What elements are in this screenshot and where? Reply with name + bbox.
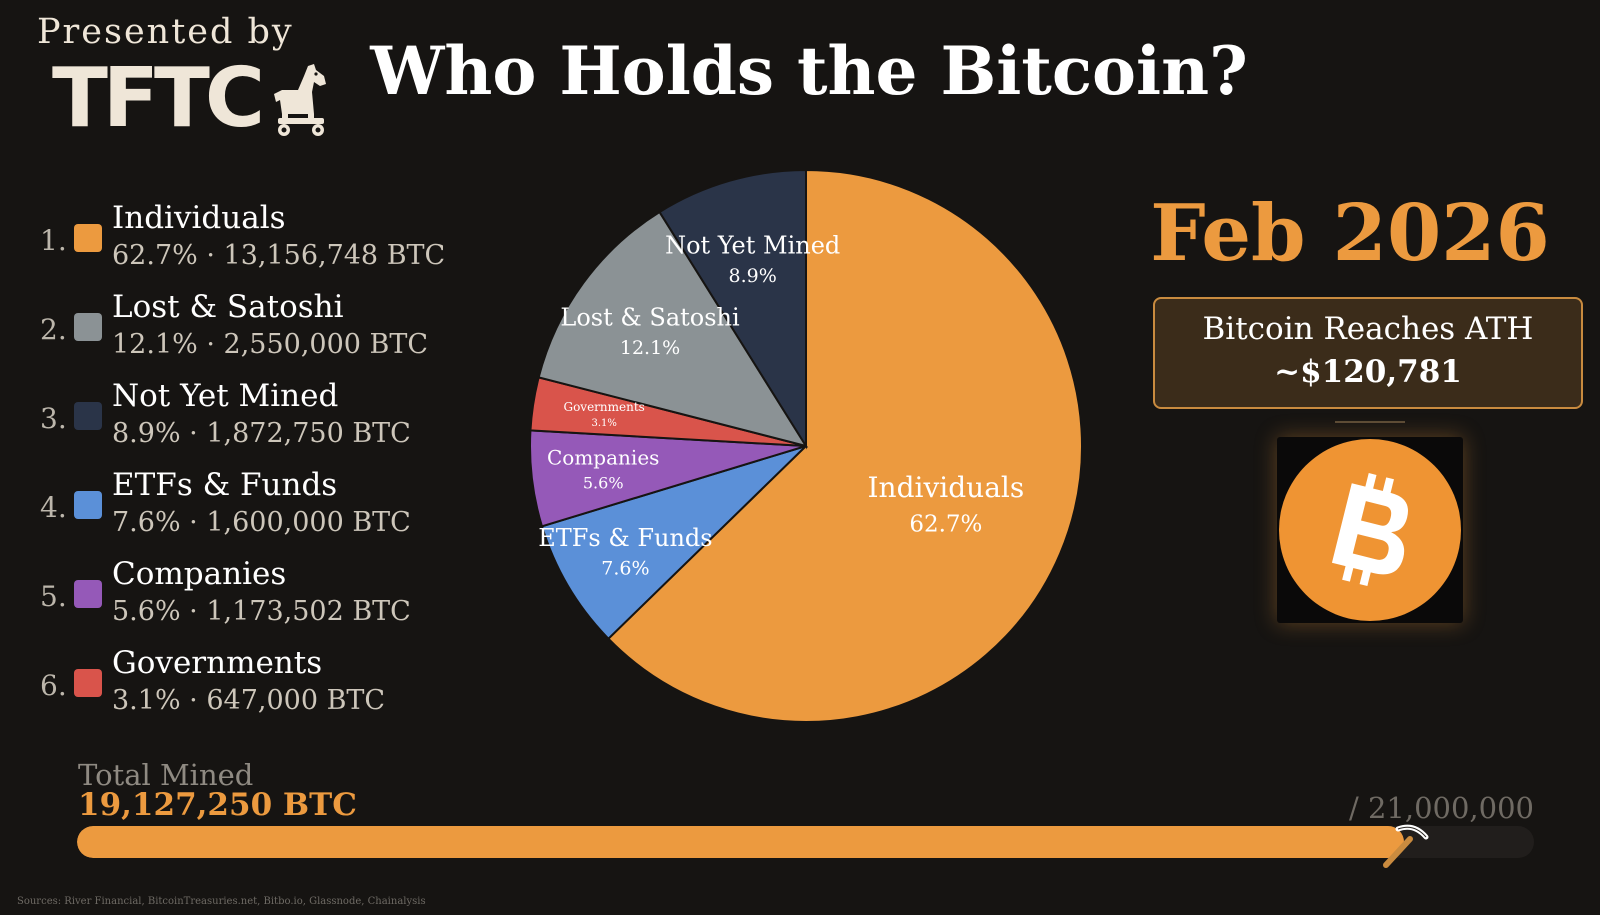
bitcoin-badge: [1277, 437, 1463, 623]
slice-label: ETFs & Funds 7.6%: [538, 524, 712, 580]
legend-swatch: [74, 669, 102, 697]
legend-stats: 8.9% · 1,872,750 BTC: [112, 418, 411, 449]
legend-item: 2. Lost & Satoshi 12.1% · 2,550,000 BTC: [40, 289, 480, 378]
pie-slice: [658, 168, 807, 450]
slice-label: Not Yet Mined 8.9%: [665, 232, 840, 287]
legend-swatch: [74, 224, 102, 252]
slice-label: Lost & Satoshi 12.1%: [560, 303, 740, 359]
legend-item: 1. Individuals 62.7% · 13,156,748 BTC: [40, 200, 480, 289]
legend-item: 6. Governments 3.1% · 647,000 BTC: [40, 645, 480, 734]
tftc-logo: TFTC: [52, 58, 334, 140]
legend-rank: 1.: [40, 224, 67, 257]
slice-name: Not Yet Mined: [665, 232, 840, 260]
slice-label: Governments 3.1%: [563, 400, 644, 429]
slice-label: Individuals 62.7%: [868, 471, 1025, 538]
legend-name: Governments: [112, 645, 323, 681]
trojan-horse-icon: [274, 64, 327, 136]
bitcoin-icon: [1279, 439, 1461, 621]
legend-item: 4. ETFs & Funds 7.6% · 1,600,000 BTC: [40, 467, 480, 556]
pickaxe-icon: [1383, 824, 1429, 868]
legend-item: 5. Companies 5.6% · 1,173,502 BTC: [40, 556, 480, 645]
pie-slice: [537, 210, 809, 448]
total-mined-label: Total Mined: [78, 758, 254, 792]
legend-rank: 2.: [40, 313, 67, 346]
slice-percent: 8.9%: [729, 265, 777, 287]
period-label: Feb 2026: [1150, 188, 1550, 279]
slice-name: Companies: [547, 446, 659, 470]
legend-swatch: [74, 580, 102, 608]
callout-divider: [1335, 421, 1405, 423]
slice-percent: 12.1%: [620, 337, 680, 359]
legend-stats: 5.6% · 1,173,502 BTC: [112, 596, 411, 627]
sources-footnote: Sources: River Financial, BitcoinTreasur…: [17, 896, 426, 907]
legend-rank: 3.: [40, 402, 67, 435]
legend-name: Individuals: [112, 200, 286, 236]
legend-stats: 12.1% · 2,550,000 BTC: [112, 329, 429, 360]
legend-rank: 6.: [40, 669, 67, 702]
chart-title: Who Holds the Bitcoin?: [370, 32, 1248, 110]
slice-percent: 7.6%: [601, 558, 649, 580]
presented-by: Presented by: [37, 12, 294, 52]
event-headline: Bitcoin Reaches ATH: [1202, 311, 1534, 347]
pie-slice: [540, 445, 807, 641]
slice-name: Lost & Satoshi: [560, 303, 740, 331]
legend-name: ETFs & Funds: [112, 467, 338, 503]
event-price: ~$120,781: [1274, 354, 1462, 390]
legend-stats: 7.6% · 1,600,000 BTC: [112, 507, 411, 538]
legend-swatch: [74, 402, 102, 430]
slice-label: Companies 5.6%: [547, 446, 659, 493]
slice-percent: 5.6%: [583, 474, 624, 493]
legend-name: Companies: [112, 556, 287, 592]
slice-name: Individuals: [868, 471, 1025, 504]
legend-stats: 62.7% · 13,156,748 BTC: [112, 240, 446, 271]
logo-text: TFTC: [52, 51, 265, 146]
supply-cap-label: / 21,000,000: [1348, 791, 1534, 825]
total-mined-value: 19,127,250 BTC: [78, 787, 357, 823]
slice-percent: 3.1%: [591, 418, 616, 429]
event-callout: Bitcoin Reaches ATH ~$120,781: [1153, 297, 1583, 409]
slice-name: Governments: [563, 400, 644, 414]
legend-rank: 4.: [40, 491, 67, 524]
legend: 1. Individuals 62.7% · 13,156,748 BTC 2. Los…: [40, 200, 480, 734]
legend-swatch: [74, 313, 102, 341]
supply-progress-fill: [77, 826, 1405, 858]
legend-item: 3. Not Yet Mined 8.9% · 1,872,750 BTC: [40, 378, 480, 467]
legend-rank: 5.: [40, 580, 67, 613]
legend-name: Not Yet Mined: [112, 378, 339, 414]
slice-name: ETFs & Funds: [538, 524, 712, 552]
legend-swatch: [74, 491, 102, 519]
pie-slice: [606, 168, 1083, 723]
legend-name: Lost & Satoshi: [112, 289, 344, 325]
supply-progress-bar: [77, 826, 1534, 858]
legend-stats: 3.1% · 647,000 BTC: [112, 685, 386, 716]
slice-percent: 62.7%: [909, 511, 982, 537]
